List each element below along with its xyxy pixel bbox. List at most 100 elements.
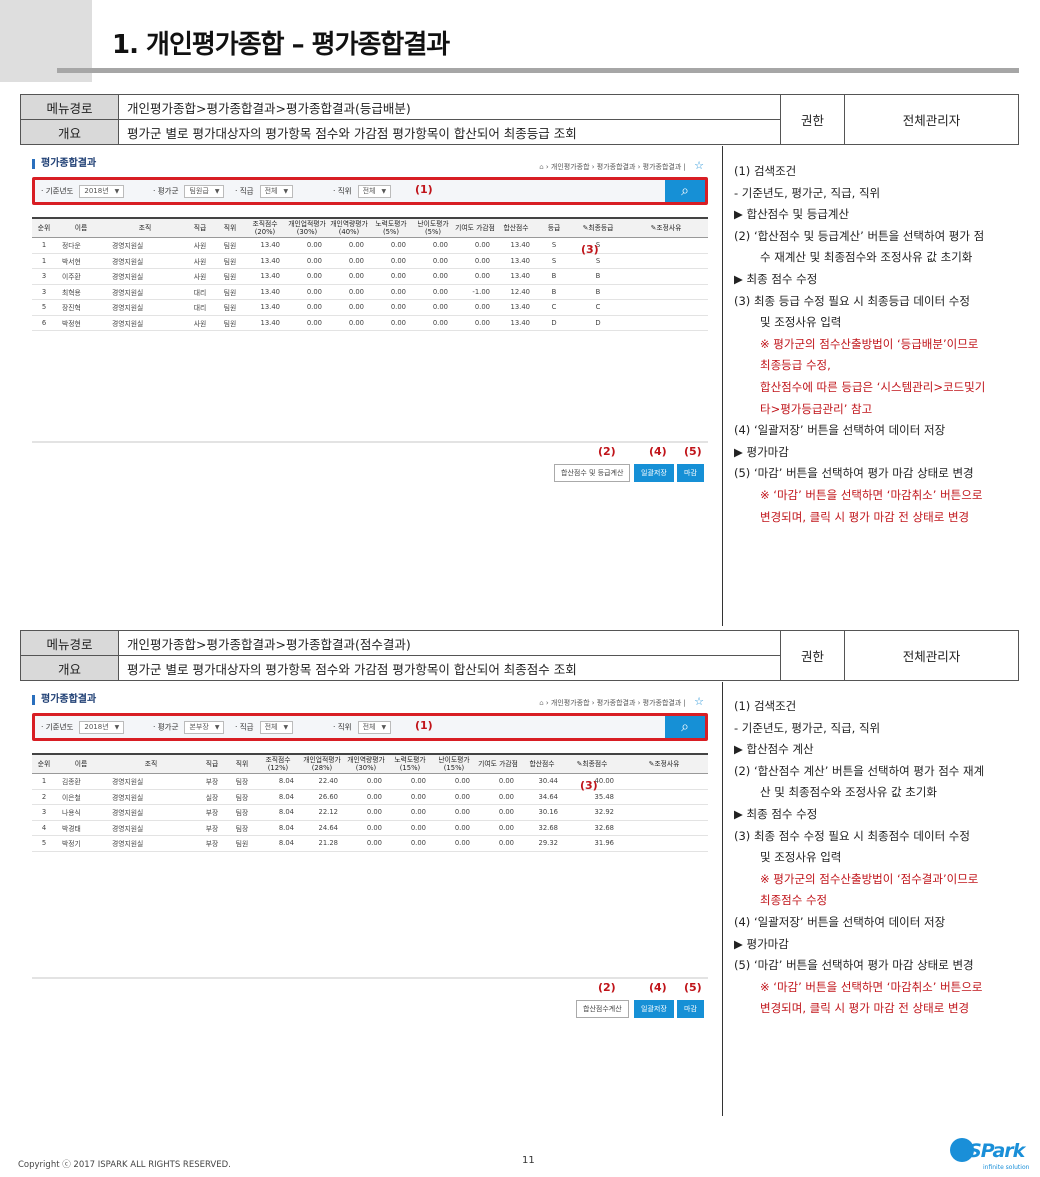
editable-cell[interactable] [620, 835, 708, 852]
year-select[interactable]: 2018년 ▼ [79, 721, 125, 734]
note-line: ▶ 합산점수 및 등급계산 [734, 207, 850, 222]
table-cell: 12.40 [496, 284, 536, 300]
col-header-editable: ✎조정사유 [624, 217, 708, 238]
table-row[interactable]: 3 최혁용 경영지원실 대리 팀원 13.40 0.00 0.00 0.00 0.00 -1.00 1… [32, 284, 708, 300]
table-cell: 경영지원실 [106, 237, 184, 254]
table-cell: 0.00 [286, 284, 328, 300]
table-cell: 장진혁 [56, 299, 106, 316]
table-cell: 0.00 [286, 299, 328, 316]
table-row[interactable]: 5 박정기 경영지원실 부장 팀원 8.04 21.28 0.00 0.00 0.00 0.00 29… [32, 835, 708, 852]
note-line: 및 조정사유 입력 [760, 315, 842, 330]
editable-cell[interactable] [624, 315, 708, 331]
table-cell: 0.00 [476, 835, 520, 852]
table-row[interactable]: 3 나용식 경영지원실 부장 팀장 8.04 22.12 0.00 0.00 0.00 0.00 30… [32, 804, 708, 821]
note-line: (2) ‘합산점수 계산’ 버튼을 선택하여 평가 점수 재계 [734, 763, 985, 778]
table-row[interactable]: 3 이주환 경영지원실 사원 팀원 13.40 0.00 0.00 0.00 0.00 0.00 13… [32, 268, 708, 285]
note-line: ▶ 평가마감 [734, 936, 789, 951]
editable-cell[interactable]: B [572, 268, 624, 285]
pencil-icon: ✎ [582, 224, 589, 232]
editable-cell[interactable]: S [572, 237, 624, 254]
breadcrumb-item[interactable]: 개인평가종합 [550, 163, 590, 171]
breadcrumb-item[interactable]: 평가종합결과 [642, 699, 682, 707]
editable-cell[interactable]: S [572, 253, 624, 269]
breadcrumb-item[interactable]: 평가종합결과 [596, 163, 636, 171]
note-line: ※ 평가군의 점수산출방법이 ‘등급배분’이므로 [760, 336, 979, 351]
editable-cell[interactable] [624, 284, 708, 300]
section-2-notes: (1) 검색조건 - 기준년도, 평가군, 직급, 직위 ▶ 합산점수 계산 (2) … [734, 696, 1024, 1020]
table-row[interactable]: 4 박경태 경영지원실 부장 팀장 8.04 24.64 0.00 0.00 0.00 0.00 32… [32, 820, 708, 836]
editable-cell[interactable] [624, 237, 708, 254]
chevron-down-icon: ▼ [283, 724, 289, 731]
editable-cell[interactable]: D [572, 315, 624, 331]
home-icon[interactable]: ⌂ [539, 699, 544, 707]
table-row[interactable]: 6 박정현 경영지원실 사원 팀원 13.40 0.00 0.00 0.00 0.00 0.00 13… [32, 315, 708, 331]
table-cell: 8.04 [256, 804, 300, 821]
table-cell: 0.00 [454, 268, 496, 285]
breadcrumb-item[interactable]: 평가종합결과 [596, 699, 636, 707]
editable-cell[interactable]: C [572, 299, 624, 316]
note-line: ※ ‘마감’ 버튼을 선택하면 ‘마감취소’ 버튼으로 [760, 487, 983, 502]
rank-select[interactable]: 전체 ▼ [259, 185, 294, 198]
table-row[interactable]: 1 정다운 경영지원실 사원 팀원 13.40 0.00 0.00 0.00 0.00 0.00 13… [32, 237, 708, 254]
grid-header-row: 순위 이름 조직 직급 직위 조직점수 (12%) 개인업적평가 (28%) 개… [32, 753, 708, 774]
bulk-save-button[interactable]: 일괄저장 [634, 464, 674, 482]
editable-cell[interactable] [620, 773, 708, 790]
editable-cell[interactable] [624, 253, 708, 269]
editable-cell[interactable] [620, 820, 708, 836]
editable-cell[interactable]: 35.48 [564, 789, 620, 805]
editable-cell[interactable]: 40.00 [564, 773, 620, 790]
breadcrumb-item[interactable]: 평가종합결과 [642, 163, 682, 171]
favorite-star-icon[interactable]: ☆ [694, 159, 704, 172]
section-2-meta-table: 메뉴경로 개인평가종합>평가종합결과>평가종합결과(점수결과) 권한 전체관리자… [20, 630, 1019, 681]
chevron-down-icon: ▼ [381, 724, 387, 731]
grid-body: 1 김종환 경영지원실 부장 팀장 8.04 22.40 0.00 0.00 0.00 0.00 30… [32, 773, 708, 852]
table-row[interactable]: 1 김종환 경영지원실 부장 팀장 8.04 22.40 0.00 0.00 0.00 0.00 30… [32, 773, 708, 790]
rank-select[interactable]: 전체 ▼ [259, 721, 294, 734]
chevron-down-icon: ▼ [381, 188, 387, 195]
calc-button[interactable]: 합산점수계산 [576, 1000, 629, 1018]
search-button[interactable]: ⌕ [665, 716, 705, 738]
close-evaluation-button[interactable]: 마감 [677, 464, 704, 482]
calc-button[interactable]: 합산점수 및 등급계산 [554, 464, 631, 482]
col-header: 난이도평가 (5%) [412, 217, 454, 238]
section-1-meta-table: 메뉴경로 개인평가종합>평가종합결과>평가종합결과(등급배분) 권한 전체관리자… [20, 94, 1019, 145]
position-select[interactable]: 전체 ▼ [357, 185, 392, 198]
group-select[interactable]: 팀원급 ▼ [184, 185, 225, 198]
editable-cell[interactable]: 32.68 [564, 820, 620, 836]
table-cell: 경영지원실 [106, 253, 184, 269]
editable-cell[interactable] [624, 299, 708, 316]
favorite-star-icon[interactable]: ☆ [694, 695, 704, 708]
table-row[interactable]: 2 이은철 경영지원실 실장 팀장 8.04 26.60 0.00 0.00 0.00 0.00 34… [32, 789, 708, 805]
table-cell: 0.00 [328, 315, 370, 331]
year-select[interactable]: 2018년 ▼ [79, 185, 125, 198]
position-select[interactable]: 전체 ▼ [357, 721, 392, 734]
table-cell: 22.40 [300, 773, 344, 790]
note-line: (2) ‘합산점수 및 등급계산’ 버튼을 선택하여 평가 점 [734, 228, 985, 243]
bulk-save-button[interactable]: 일괄저장 [634, 1000, 674, 1018]
table-cell: 1 [32, 773, 56, 790]
table-row[interactable]: 5 장진혁 경영지원실 대리 팀원 13.40 0.00 0.00 0.00 0.00 0.00 13… [32, 299, 708, 316]
editable-cell[interactable]: 31.96 [564, 835, 620, 852]
table-row[interactable]: 1 박서현 경영지원실 사원 팀원 13.40 0.00 0.00 0.00 0.00 0.00 13… [32, 253, 708, 269]
table-cell: 0.00 [328, 299, 370, 316]
editable-cell[interactable] [620, 804, 708, 821]
editable-cell[interactable] [624, 268, 708, 285]
editable-cell[interactable]: B [572, 284, 624, 300]
breadcrumb-item[interactable]: 개인평가종합 [550, 699, 590, 707]
table-cell: 3 [32, 268, 56, 285]
close-evaluation-button[interactable]: 마감 [677, 1000, 704, 1018]
table-cell: S [536, 237, 572, 254]
table-cell: 1 [32, 237, 56, 254]
table-cell: 0.00 [454, 299, 496, 316]
note-line: 합산점수에 따른 등급은 ‘시스템관리>코드및기 [760, 379, 986, 394]
editable-cell[interactable]: 32.92 [564, 804, 620, 821]
table-cell: 13.40 [244, 268, 286, 285]
auth-value: 전체관리자 [844, 630, 1019, 681]
editable-cell[interactable] [620, 789, 708, 805]
note-line: (5) ‘마감’ 버튼을 선택하여 평가 마감 상태로 변경 [734, 958, 974, 973]
search-button[interactable]: ⌕ [665, 180, 705, 202]
table-cell: 0.00 [344, 773, 388, 790]
group-select[interactable]: 본부장 ▼ [184, 721, 225, 734]
home-icon[interactable]: ⌂ [539, 163, 544, 171]
note-line: 타>평가등급관리’ 참고 [760, 401, 873, 416]
